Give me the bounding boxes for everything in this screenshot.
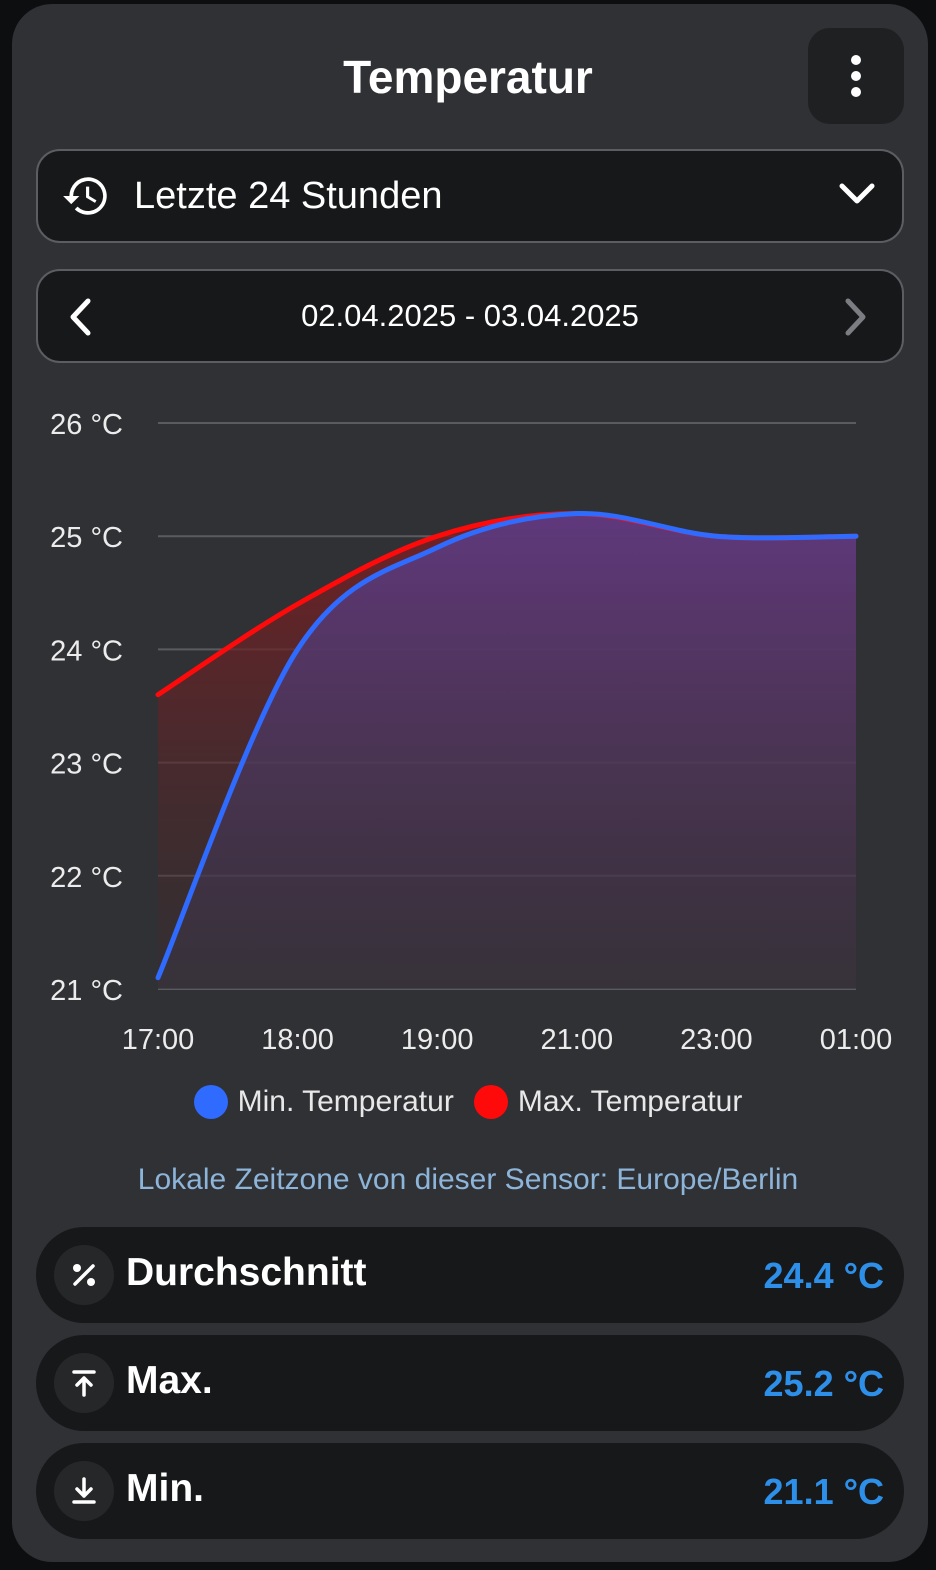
y-tick-label: 26 °C bbox=[50, 409, 123, 441]
percent-icon bbox=[54, 1245, 114, 1305]
legend-max-label: Max. Temperatur bbox=[517, 1085, 743, 1118]
legend-min-label: Min. Temperatur bbox=[237, 1085, 454, 1118]
stat-max-value: 25.2 °C bbox=[763, 1363, 884, 1404]
x-tick-label: 18:00 bbox=[261, 1024, 334, 1056]
stat-min-value: 21.1 °C bbox=[763, 1471, 884, 1512]
stat-average: Durchschnitt 24.4 °C bbox=[36, 1227, 904, 1323]
x-tick-label: 17:00 bbox=[122, 1024, 195, 1056]
period-select[interactable]: Letzte 24 Stunden bbox=[36, 149, 904, 243]
arrow-collapse-up-icon bbox=[54, 1353, 114, 1413]
stat-min-label: Min. bbox=[126, 1467, 204, 1510]
menu-button[interactable] bbox=[808, 28, 904, 124]
stat-average-value: 24.4 °C bbox=[763, 1255, 884, 1296]
timezone-note: Lokale Zeitzone von dieser Sensor: Europ… bbox=[137, 1163, 799, 1196]
chart-legend: Min. Temperatur Max. Temperatur bbox=[0, 1085, 936, 1119]
date-range-text: 02.04.2025 - 03.04.2025 bbox=[301, 298, 639, 333]
area-min-temperatur bbox=[158, 513, 856, 989]
stat-min: Min. 21.1 °C bbox=[36, 1443, 904, 1539]
y-tick-label: 25 °C bbox=[50, 522, 123, 554]
y-tick-label: 22 °C bbox=[50, 862, 123, 894]
legend-item-min[interactable]: Min. Temperatur bbox=[193, 1085, 454, 1119]
legend-item-max[interactable]: Max. Temperatur bbox=[473, 1085, 743, 1119]
page-title: Temperatur bbox=[343, 51, 593, 103]
series-line-min-temperatur bbox=[155, 511, 859, 981]
legend-min-marker bbox=[193, 1085, 228, 1119]
history-icon bbox=[63, 177, 107, 215]
stat-max-label: Max. bbox=[126, 1359, 213, 1402]
x-tick-label: 19:00 bbox=[401, 1024, 474, 1056]
x-tick-label: 21:00 bbox=[541, 1024, 614, 1056]
stat-average-label: Durchschnitt bbox=[126, 1251, 367, 1294]
stat-max: Max. 25.2 °C bbox=[36, 1335, 904, 1431]
period-select-value: Letzte 24 Stunden bbox=[134, 175, 443, 217]
chevron-right-icon[interactable] bbox=[842, 297, 870, 337]
y-tick-label: 23 °C bbox=[50, 749, 123, 781]
arrow-collapse-down-icon bbox=[54, 1461, 114, 1521]
temperature-chart: 21 °C 22 °C 23 °C 24 °C 25 °C 26 °C 17:00 18:0… bbox=[50, 409, 893, 1056]
y-tick-label: 24 °C bbox=[50, 635, 123, 667]
x-tick-label: 23:00 bbox=[680, 1024, 753, 1056]
legend-max-marker bbox=[473, 1085, 508, 1119]
x-tick-label: 01:00 bbox=[820, 1024, 893, 1056]
y-tick-label: 21 °C bbox=[50, 975, 123, 1007]
chevron-down-icon bbox=[839, 183, 875, 204]
chevron-left-icon[interactable] bbox=[66, 297, 94, 337]
date-range-navigator: 02.04.2025 - 03.04.2025 bbox=[36, 269, 904, 363]
dots-vertical-icon bbox=[851, 55, 861, 97]
